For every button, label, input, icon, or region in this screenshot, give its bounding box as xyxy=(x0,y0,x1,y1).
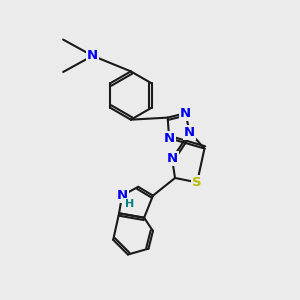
Text: N: N xyxy=(167,152,178,165)
Text: N: N xyxy=(116,189,128,202)
Text: N: N xyxy=(184,126,195,139)
Text: S: S xyxy=(192,176,202,189)
Text: H: H xyxy=(125,199,134,209)
Text: N: N xyxy=(180,107,191,120)
Text: N: N xyxy=(164,132,175,145)
Text: N: N xyxy=(87,49,98,62)
